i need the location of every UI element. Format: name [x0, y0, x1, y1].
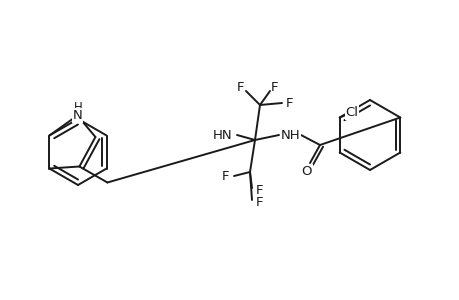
Text: F: F: [285, 97, 293, 110]
Text: F: F: [237, 80, 244, 94]
Text: H: H: [74, 101, 83, 114]
Text: O: O: [301, 164, 312, 178]
Text: NH: NH: [280, 128, 300, 142]
Text: F: F: [256, 196, 263, 208]
Text: F: F: [222, 169, 229, 182]
Text: F: F: [271, 80, 278, 94]
Text: F: F: [256, 184, 263, 196]
Text: N: N: [73, 109, 82, 122]
Text: HN: HN: [213, 128, 232, 142]
Text: Cl: Cl: [344, 106, 358, 119]
